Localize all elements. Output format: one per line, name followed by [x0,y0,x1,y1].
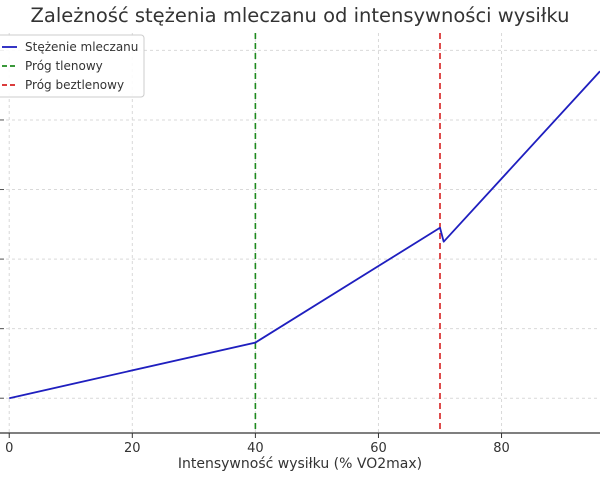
threshold-lines [254,33,441,433]
x-tick-label: 0 [5,441,13,456]
legend-label: Próg tlenowy [25,59,103,73]
legend-label: Próg beztlenowy [25,78,124,92]
legend: Stężenie mleczanu Próg tlenowy Próg beztle… [0,34,145,98]
grid-layer [0,33,600,433]
legend-label: Stężenie mleczanu [25,40,138,54]
x-tick-label: 40 [247,441,264,456]
chart-title: Zależność stężenia mleczanu od intensywn… [30,4,570,27]
legend-box [0,34,145,98]
lactate-series-line [9,70,600,400]
x-tick-label: 20 [124,441,141,456]
x-tick-label: 60 [370,441,387,456]
series-layer [9,70,600,400]
x-axis-label: Intensywność wysiłku (% VO2max) [178,456,422,472]
x-tick-label: 80 [493,441,510,456]
tick-layer: 0 20 40 60 80 [0,49,510,456]
